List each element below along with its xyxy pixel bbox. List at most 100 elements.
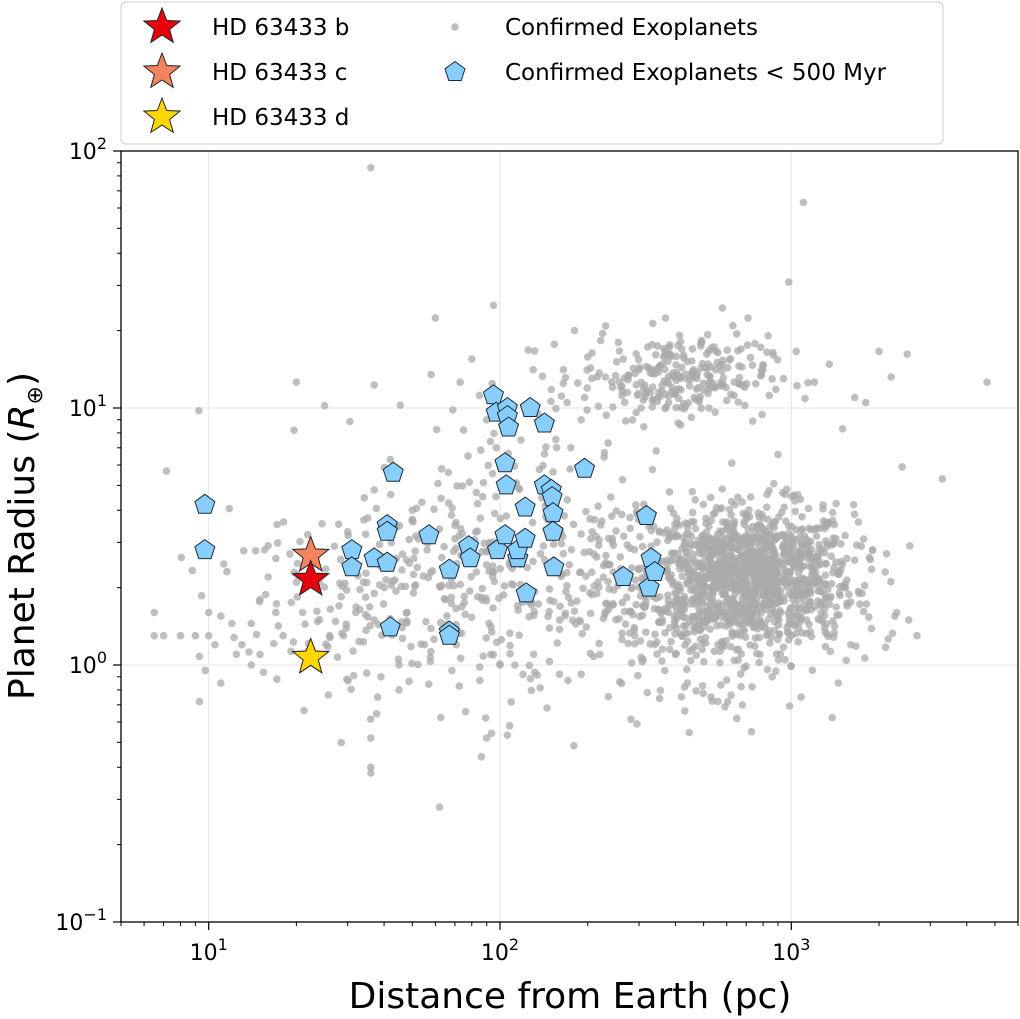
confirmed-exoplanet-point (427, 624, 435, 633)
confirmed-exoplanet-point (699, 379, 708, 388)
confirmed-exoplanet-point (766, 599, 774, 607)
confirmed-exoplanet-point (709, 568, 718, 576)
confirmed-exoplanet-point (648, 403, 657, 411)
confirmed-exoplanet-point (582, 623, 591, 631)
confirmed-exoplanet-point (564, 593, 573, 602)
confirmed-exoplanet-point (706, 534, 715, 543)
confirmed-exoplanet-point (204, 608, 213, 617)
confirmed-exoplanet-point (634, 671, 642, 680)
confirmed-exoplanet-point (728, 542, 736, 551)
confirmed-exoplanet-point (755, 633, 764, 642)
confirmed-exoplanet-point (423, 546, 431, 554)
confirmed-exoplanet-point (273, 539, 282, 547)
confirmed-exoplanet-point (784, 522, 793, 530)
plot-frame (120, 150, 1019, 923)
confirmed-exoplanet-point (561, 373, 570, 382)
confirmed-exoplanet-point (728, 459, 736, 467)
confirmed-exoplanet-point (775, 630, 783, 638)
confirmed-exoplanet-point (365, 603, 374, 611)
confirmed-exoplanet-point (736, 670, 745, 678)
confirmed-exoplanet-point (335, 602, 343, 610)
confirmed-exoplanet-point (507, 698, 515, 706)
confirmed-exoplanet-point (763, 665, 772, 674)
confirmed-exoplanet-point (867, 624, 876, 633)
confirmed-exoplanet-point (678, 544, 686, 553)
confirmed-exoplanet-point (527, 686, 536, 695)
confirmed-exoplanet-point (380, 583, 388, 592)
young-exoplanet-point (194, 493, 216, 514)
confirmed-exoplanet-point (370, 589, 379, 598)
confirmed-exoplanet-point (478, 596, 487, 604)
confirmed-exoplanet-point (671, 630, 679, 638)
confirmed-exoplanet-point (795, 548, 803, 556)
confirmed-exoplanet-point (733, 714, 741, 723)
confirmed-exoplanet-point (716, 527, 724, 535)
confirmed-exoplanet-point (785, 612, 793, 621)
confirmed-exoplanet-point (653, 650, 661, 658)
confirmed-exoplanet-point (801, 585, 810, 594)
confirmed-exoplanet-point (334, 520, 343, 528)
confirmed-exoplanet-point (251, 547, 260, 555)
confirmed-exoplanet-point (579, 584, 587, 593)
confirmed-exoplanet-point (398, 550, 407, 558)
confirmed-exoplanet-point (588, 568, 596, 576)
confirmed-exoplanet-point (617, 679, 626, 688)
confirmed-exoplanets-series (150, 164, 991, 811)
confirmed-exoplanet-point (343, 527, 352, 536)
confirmed-exoplanet-point (804, 379, 812, 387)
confirmed-exoplanet-point (506, 629, 514, 637)
confirmed-exoplanet-point (565, 561, 574, 569)
confirmed-exoplanet-point (256, 650, 264, 659)
confirmed-exoplanet-point (691, 496, 699, 504)
confirmed-exoplanet-point (718, 367, 726, 375)
confirmed-exoplanet-point (630, 631, 639, 640)
confirmed-exoplanet-point (722, 676, 731, 684)
confirmed-exoplanet-point (685, 728, 693, 737)
confirmed-exoplanet-point (768, 375, 776, 383)
confirmed-exoplanet-point (651, 630, 659, 639)
confirmed-exoplanet-point (556, 602, 564, 611)
confirmed-exoplanet-point (658, 645, 667, 653)
confirmed-exoplanet-point (557, 539, 566, 548)
confirmed-exoplanet-point (502, 512, 511, 520)
confirmed-exoplanet-point (757, 370, 766, 379)
confirmed-exoplanet-point (664, 392, 673, 401)
confirmed-exoplanet-point (601, 610, 609, 619)
confirmed-exoplanet-point (697, 578, 705, 586)
confirmed-exoplanet-point (699, 500, 708, 509)
confirmed-exoplanet-point (496, 565, 505, 573)
confirmed-exoplanet-point (755, 658, 763, 667)
confirmed-exoplanet-point (671, 650, 680, 659)
young-exoplanet-point (638, 576, 660, 597)
confirmed-exoplanet-point (150, 608, 158, 617)
confirmed-exoplanet-point (612, 358, 621, 366)
young-exoplanet-point (542, 520, 564, 541)
confirmed-exoplanet-point (594, 502, 602, 511)
confirmed-exoplanet-point (771, 550, 779, 558)
confirmed-exoplanet-point (545, 624, 554, 632)
confirmed-exoplanet-point (478, 584, 487, 593)
confirmed-exoplanet-point (866, 555, 875, 564)
confirmed-exoplanet-point (733, 610, 741, 619)
confirmed-exoplanet-point (790, 563, 798, 572)
young-exoplanet-point (194, 538, 216, 560)
confirmed-exoplanet-point (272, 554, 280, 563)
confirmed-exoplanet-point (938, 475, 947, 483)
confirmed-exoplanet-point (506, 641, 514, 650)
confirmed-exoplanet-point (426, 653, 435, 661)
confirmed-exoplanet-point (386, 490, 395, 499)
confirmed-exoplanet-point (547, 385, 556, 394)
confirmed-exoplanet-point (430, 635, 438, 644)
confirmed-exoplanet-point (762, 589, 770, 598)
confirmed-exoplanet-point (553, 639, 562, 647)
confirmed-exoplanet-point (633, 391, 642, 400)
young-exoplanet-point (376, 520, 398, 541)
confirmed-exoplanet-point (506, 649, 514, 658)
confirmed-exoplanet-point (691, 524, 700, 533)
confirmed-exoplanet-point (849, 500, 858, 509)
confirmed-exoplanet-point (748, 683, 756, 691)
confirmed-exoplanet-point (704, 360, 712, 368)
confirmed-exoplanet-point (842, 656, 850, 665)
confirmed-exoplanet-point (427, 370, 435, 379)
confirmed-exoplanet-point (787, 631, 796, 640)
